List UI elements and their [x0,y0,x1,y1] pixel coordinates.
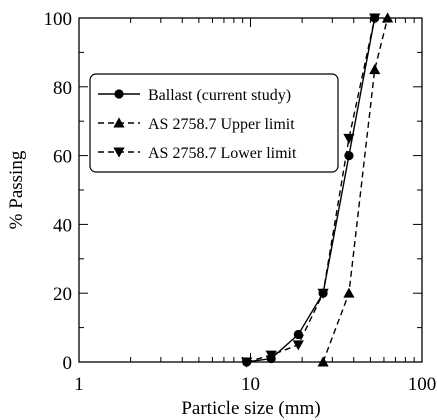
series-circle [242,13,380,367]
data-point-triangle-up [381,12,394,23]
series-line [246,17,376,363]
x-tick-label: 1 [74,374,84,395]
data-point-triangle-up [343,287,355,298]
legend-box [89,73,339,173]
series-line [322,17,389,363]
legend-label: AS 2758.7 Lower limit [148,145,297,162]
series-triangle-down [241,13,381,368]
data-point-triangle-down [241,357,253,368]
legend-marker [113,117,125,128]
legend-item: AS 2758.7 Upper limit [98,116,295,133]
legend-item: Ballast (current study) [98,87,291,104]
legend-label: AS 2758.7 Upper limit [148,116,295,133]
y-axis-title: % Passing [6,150,27,229]
legend-marker [113,147,125,158]
data-point-triangle-down [317,288,329,299]
data-point-triangle-down [343,133,355,144]
series-layer [241,12,394,368]
axes: 1 10 100 0 20 40 60 80 100 [44,9,437,395]
series-triangle-up [317,12,394,367]
data-point-circle [293,329,303,340]
data-point-triangle-down [265,350,277,361]
legend-marker [114,89,124,99]
y-tick-label: 20 [53,284,72,305]
y-tick-label: 80 [53,78,72,99]
y-tick-label: 40 [53,215,72,236]
data-point-triangle-down [292,340,304,351]
series-line [246,17,376,363]
legend-item: AS 2758.7 Lower limit [98,145,297,162]
y-tick-label: 100 [44,9,73,30]
y-tick-label: 0 [63,353,73,374]
legend-label: Ballast (current study) [148,87,291,104]
data-point-triangle-down [369,13,381,24]
x-tick-label: 10 [241,374,260,395]
y-tick-label: 60 [53,147,72,168]
plot-frame [78,17,423,363]
legend: Ballast (current study) AS 2758.7 Upper l… [89,73,339,173]
x-tick-label: 100 [408,374,437,395]
data-point-triangle-up [369,64,381,75]
data-point-triangle-up [317,356,329,367]
x-axis-title: Particle size (mm) [181,398,320,419]
